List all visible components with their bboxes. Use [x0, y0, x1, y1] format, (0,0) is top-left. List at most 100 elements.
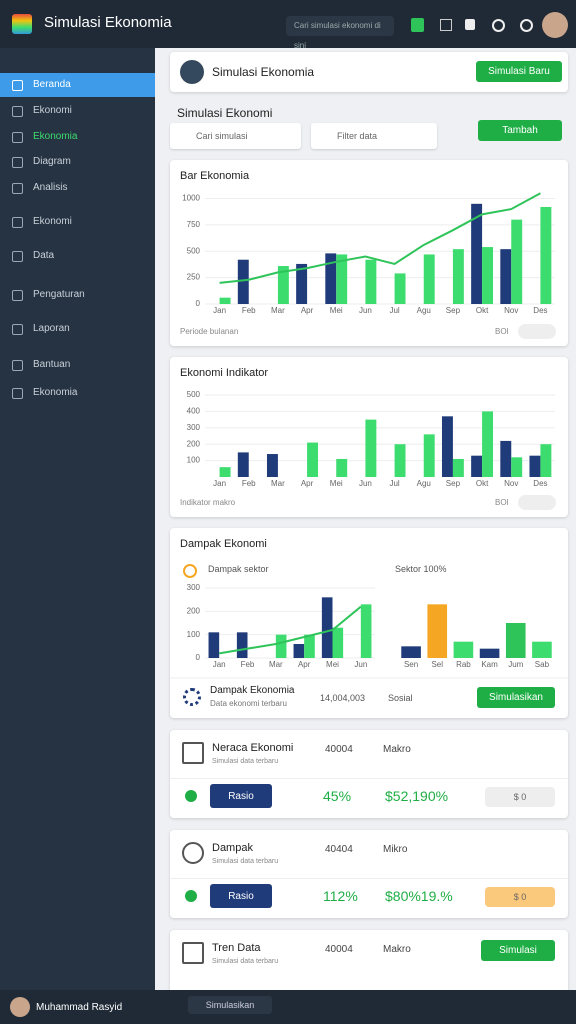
y-tick-label: 250 — [187, 273, 201, 282]
bar — [394, 444, 406, 477]
x-tick-label: Sen — [404, 660, 418, 669]
profile-card: Simulasi Ekonomia Simulasi Baru — [170, 52, 568, 92]
footer-button[interactable]: Simulasikan — [188, 996, 272, 1014]
x-tick-label: Okt — [476, 479, 489, 488]
icon[interactable] — [411, 18, 424, 32]
bar — [307, 442, 319, 477]
x-tick-label: Mei — [326, 660, 339, 669]
sidebar: Beranda Ekonomi Ekonomia Diagram Analisis Eko… — [0, 48, 155, 990]
divider — [170, 878, 568, 879]
nav-icon — [12, 217, 23, 228]
item-tag: Makro — [383, 944, 411, 955]
primary-button[interactable]: Simulasi Baru — [476, 61, 562, 82]
icon — [183, 564, 197, 578]
ratio-button[interactable]: Rasio — [210, 784, 272, 808]
bar — [219, 467, 231, 477]
nav-item[interactable]: Beranda — [0, 73, 155, 97]
x-tick-label: Mar — [271, 306, 285, 315]
nav-icon — [12, 106, 23, 117]
icon[interactable] — [465, 19, 475, 30]
nav-item[interactable]: Pengaturan — [0, 283, 155, 307]
pill[interactable]: $ 0 — [485, 887, 555, 907]
profile-name: Simulasi Ekonomia — [212, 65, 315, 79]
nav-label: Analisis — [33, 182, 68, 193]
simulate-button[interactable]: Simulasikan — [477, 687, 555, 708]
x-tick-label: Agu — [417, 479, 431, 488]
item-sub: Simulasi data terbaru — [212, 758, 279, 765]
nav-item[interactable]: Diagram — [0, 150, 155, 174]
footer-mid: Sosial — [388, 693, 413, 703]
nav-item[interactable]: Ekonomia — [0, 381, 155, 405]
bar — [423, 254, 435, 304]
pct: 45% — [323, 788, 352, 804]
nav-item[interactable]: Analisis — [0, 176, 155, 200]
bar — [275, 634, 287, 658]
x-tick-label: Nov — [504, 306, 518, 315]
bar — [401, 646, 421, 658]
x-tick-label: Okt — [476, 306, 489, 315]
bar — [394, 273, 406, 304]
nav-icon — [12, 360, 23, 371]
x-tick-label: Sep — [446, 306, 461, 315]
chart-title: Dampak Ekonomi — [180, 538, 267, 550]
x-tick-label: Sel — [431, 660, 443, 669]
nav-icon — [12, 388, 23, 399]
divider — [170, 778, 568, 779]
icon — [183, 688, 201, 706]
nav-label: Ekonomi — [33, 105, 72, 116]
icon[interactable] — [492, 19, 505, 32]
item-code: 40004 — [325, 944, 353, 955]
toggle[interactable] — [518, 495, 556, 510]
search[interactable]: Cari simulasi ekonomi di sini — [286, 16, 394, 50]
bar — [236, 632, 248, 658]
nav-item[interactable]: Ekonomia — [0, 125, 155, 149]
bar — [423, 434, 435, 477]
x-tick-label: Jul — [389, 306, 399, 315]
x-tick-label: Kam — [481, 660, 498, 669]
section-title: Simulasi Ekonomi — [177, 106, 273, 120]
bar — [500, 440, 512, 477]
bar — [277, 266, 289, 304]
main: Simulasi Ekonomia Simulasi Baru Simulasi E… — [155, 48, 576, 1000]
item-button[interactable]: Simulasi — [481, 940, 555, 961]
add-button[interactable]: Tambah — [478, 120, 562, 141]
item-sub: Simulasi data terbaru — [212, 958, 279, 965]
chart-footer: Indikator makro — [180, 498, 236, 507]
filter-input[interactable]: Filter data — [311, 123, 437, 149]
ratio-button[interactable]: Rasio — [210, 884, 272, 908]
bar — [505, 623, 526, 658]
icon[interactable] — [440, 19, 452, 31]
y-tick-label: 1000 — [182, 194, 200, 203]
nav-label: Ekonomi — [33, 216, 72, 227]
bar — [540, 206, 552, 304]
user-name: Muhammad Rasyid — [36, 1002, 123, 1013]
y-tick-label: 200 — [187, 439, 201, 448]
bar — [321, 597, 333, 658]
y-tick-label: 0 — [196, 653, 201, 662]
x-tick-label: Jul — [389, 479, 399, 488]
y-tick-label: 100 — [187, 456, 201, 465]
toggle[interactable] — [518, 324, 556, 339]
avatar[interactable] — [542, 12, 568, 38]
nav-item[interactable]: Bantuan — [0, 353, 155, 377]
x-tick-label: Jan — [213, 306, 226, 315]
item-title: Neraca Ekonomi — [212, 742, 294, 754]
item-tag: Makro — [383, 744, 411, 755]
bar — [360, 604, 372, 658]
avatar — [10, 997, 30, 1017]
nav-item[interactable]: Ekonomi — [0, 210, 155, 234]
nav-icon — [12, 290, 23, 301]
bar — [304, 634, 315, 658]
icon[interactable] — [520, 19, 533, 32]
bar — [208, 632, 220, 658]
nav-item[interactable]: Ekonomi — [0, 99, 155, 123]
chart-footer: Periode bulanan — [180, 327, 239, 336]
nav-item[interactable]: Laporan — [0, 317, 155, 341]
search-input[interactable]: Cari simulasi — [170, 123, 301, 149]
pill[interactable]: $ 0 — [485, 787, 555, 807]
bar — [452, 458, 464, 477]
nav-item[interactable]: Data — [0, 244, 155, 268]
x-tick-label: Jun — [359, 479, 372, 488]
bar — [479, 648, 500, 658]
bar — [540, 444, 552, 477]
